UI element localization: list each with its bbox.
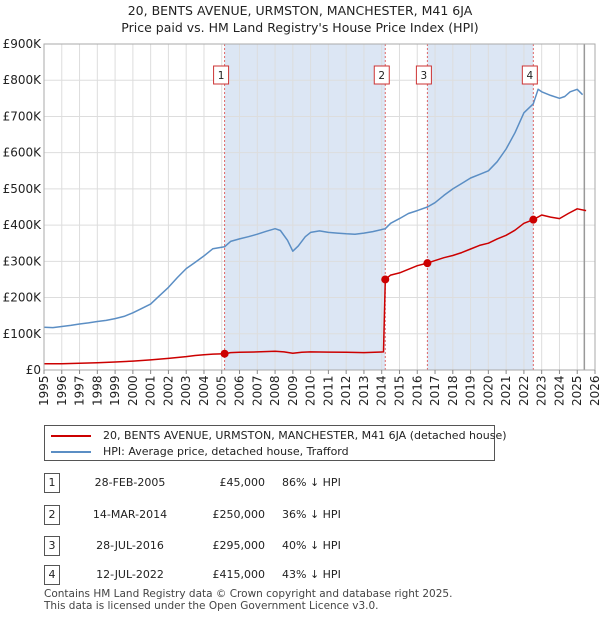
x-tick-label: 2024 bbox=[552, 375, 566, 406]
y-tick-label: £800K bbox=[3, 73, 43, 87]
transaction-point bbox=[381, 275, 390, 284]
y-tick-label: £200K bbox=[3, 291, 43, 305]
transaction-point bbox=[529, 215, 538, 224]
hpi-line bbox=[43, 88, 584, 329]
plot-frame bbox=[43, 43, 596, 371]
footer: Contains HM Land Registry data © Crown c… bbox=[44, 588, 452, 612]
transaction-hpi-diff: 36% ↓ HPI bbox=[282, 508, 341, 521]
transaction-row: 3 28-JUL-2016 £295,000 40% ↓ HPI bbox=[0, 536, 600, 556]
y-tick-label: £700K bbox=[3, 109, 43, 123]
legend-swatch-price bbox=[51, 435, 91, 437]
x-tick-label: 2001 bbox=[144, 375, 158, 406]
x-tick-label: 2015 bbox=[392, 375, 406, 406]
y-tick-label: £300K bbox=[3, 254, 43, 268]
x-tick-label: 2025 bbox=[570, 375, 584, 406]
transaction-date: 28-JUL-2016 bbox=[96, 539, 164, 552]
x-tick-label: 2005 bbox=[215, 375, 229, 406]
axes: £0 £100K £200K £300K £400K £500K £600K £700K £80… bbox=[3, 37, 600, 406]
y-tick-label: £100K bbox=[3, 327, 43, 341]
legend-label-price: 20, BENTS AVENUE, URMSTON, MANCHESTER, M… bbox=[103, 429, 507, 442]
x-tick-label: 2023 bbox=[535, 375, 549, 406]
x-tick-label: 2018 bbox=[446, 375, 460, 406]
x-tick-label: 2007 bbox=[250, 375, 264, 406]
x-tick-label: 2004 bbox=[197, 375, 211, 406]
x-tick-label: 2014 bbox=[375, 375, 389, 406]
marker-box bbox=[521, 65, 538, 85]
legend: 20, BENTS AVENUE, URMSTON, MANCHESTER, M… bbox=[44, 425, 507, 461]
y-tick-label: £500K bbox=[3, 182, 43, 196]
y-tick-label: £900K bbox=[3, 37, 43, 51]
x-tick-label: 2003 bbox=[179, 375, 193, 406]
transaction-points bbox=[220, 215, 538, 358]
price-chart: 1 2 3 4 £0 £100K £200K £300K £400K £500K £600K £70… bbox=[3, 37, 600, 406]
transaction-date: 14-MAR-2014 bbox=[92, 508, 168, 521]
marker-label: 3 bbox=[421, 70, 428, 82]
x-tick-label: 2026 bbox=[588, 375, 600, 406]
legend-swatch-hpi bbox=[51, 451, 91, 453]
x-tick-label: 2002 bbox=[161, 375, 175, 406]
x-tick-label: 1997 bbox=[73, 375, 87, 406]
x-tick-label: 1999 bbox=[108, 375, 122, 406]
marker-box bbox=[415, 65, 432, 85]
x-tick-label: 2019 bbox=[464, 375, 478, 406]
transaction-price: £295,000 bbox=[212, 539, 266, 552]
x-tick-label: 2017 bbox=[428, 375, 442, 406]
transaction-price: £45,000 bbox=[219, 476, 266, 489]
y-tick-label: £0 bbox=[26, 363, 41, 377]
x-tick-label: 2006 bbox=[233, 375, 247, 406]
transaction-point bbox=[423, 259, 432, 268]
y-tick-label: £600K bbox=[3, 146, 43, 160]
chart-title: 20, BENTS AVENUE, URMSTON, MANCHESTER, M… bbox=[0, 2, 600, 36]
transaction-point bbox=[220, 349, 229, 358]
transaction-number: 4 bbox=[44, 565, 60, 585]
transaction-hpi-diff: 40% ↓ HPI bbox=[282, 539, 341, 552]
transaction-number: 1 bbox=[44, 473, 60, 493]
transaction-date: 12-JUL-2022 bbox=[96, 568, 164, 581]
marker-labels: 1 2 3 4 bbox=[213, 65, 538, 85]
chart-title-line1: 20, BENTS AVENUE, URMSTON, MANCHESTER, M… bbox=[127, 3, 473, 18]
transaction-row: 1 28-FEB-2005 £45,000 86% ↓ HPI bbox=[0, 473, 600, 493]
x-tick-label: 2013 bbox=[357, 375, 371, 406]
legend-label-hpi: HPI: Average price, detached house, Traf… bbox=[103, 445, 349, 458]
x-tick-label: 2016 bbox=[410, 375, 424, 406]
shaded-range bbox=[224, 44, 386, 370]
price-paid-line bbox=[43, 208, 587, 365]
shaded-ranges bbox=[224, 44, 534, 370]
marker-label: 2 bbox=[378, 70, 385, 82]
y-tick-label: £400K bbox=[3, 218, 43, 232]
chart-title-line2: Price paid vs. HM Land Registry's House … bbox=[121, 20, 479, 35]
x-tick-label: 2008 bbox=[268, 375, 282, 406]
x-tick-label: 2012 bbox=[339, 375, 353, 406]
x-tick-label: 2020 bbox=[481, 375, 495, 406]
x-tick-label: 2010 bbox=[304, 375, 318, 406]
shaded-range bbox=[427, 44, 534, 370]
transaction-number: 3 bbox=[44, 536, 60, 556]
x-tick-label: 2021 bbox=[499, 375, 513, 406]
marker-box bbox=[213, 65, 230, 85]
x-tick-label: 1998 bbox=[90, 375, 104, 406]
marker-label: 1 bbox=[218, 70, 225, 82]
transaction-hpi-diff: 43% ↓ HPI bbox=[282, 568, 341, 581]
series-lines bbox=[43, 88, 587, 365]
transaction-row: 4 12-JUL-2022 £415,000 43% ↓ HPI bbox=[0, 565, 600, 585]
footer-copyright: Contains HM Land Registry data © Crown c… bbox=[44, 588, 453, 600]
footer-licence: This data is licensed under the Open Gov… bbox=[44, 600, 379, 612]
transaction-row: 2 14-MAR-2014 £250,000 36% ↓ HPI bbox=[0, 505, 600, 525]
x-tick-label: 2009 bbox=[286, 375, 300, 406]
transaction-date: 28-FEB-2005 bbox=[94, 476, 166, 489]
marker-label: 4 bbox=[526, 70, 533, 82]
x-tick-label: 2000 bbox=[126, 375, 140, 406]
x-tick-label: 1995 bbox=[37, 375, 51, 406]
marker-box bbox=[373, 65, 390, 85]
transaction-number: 2 bbox=[44, 505, 60, 525]
x-tick-label: 1996 bbox=[55, 375, 69, 406]
x-tick-label: 2022 bbox=[517, 375, 531, 406]
x-tick-label: 2011 bbox=[321, 375, 335, 406]
transaction-price: £415,000 bbox=[212, 568, 266, 581]
transaction-price: £250,000 bbox=[212, 508, 266, 521]
transaction-hpi-diff: 86% ↓ HPI bbox=[282, 476, 341, 489]
